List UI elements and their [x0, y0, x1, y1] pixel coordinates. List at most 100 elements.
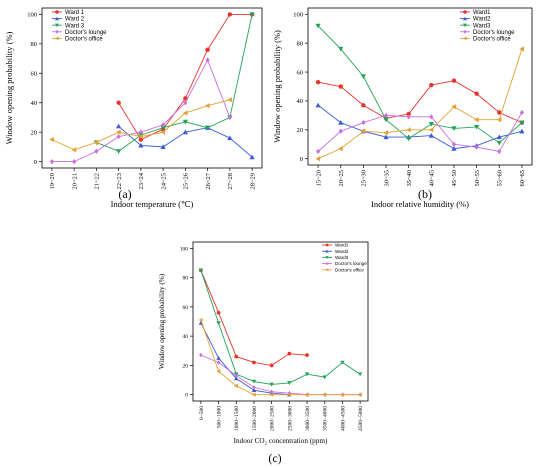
data-point [183, 96, 188, 101]
data-point [198, 268, 204, 273]
x-tick-label: 3500~4000 [323, 406, 329, 431]
data-point [305, 353, 309, 358]
y-tick-label: 0 [34, 159, 37, 166]
panel-label: (a) [118, 187, 131, 201]
data-point [160, 129, 166, 135]
legend-marker [325, 262, 329, 266]
legend-marker [463, 16, 467, 21]
legend-marker [325, 249, 329, 253]
series-doctor-s-lounge [316, 109, 524, 155]
data-point [234, 373, 239, 378]
data-point [227, 12, 233, 17]
data-point [249, 12, 255, 17]
data-point [304, 372, 310, 377]
data-point [496, 117, 502, 123]
legend-marker [463, 29, 467, 34]
data-point [315, 79, 321, 85]
legend-label: Ward3 [473, 23, 491, 29]
series-line [317, 48, 523, 160]
data-point [252, 385, 256, 390]
data-point [451, 126, 457, 131]
data-point [234, 383, 239, 389]
y-tick-label: 40 [31, 100, 38, 107]
chart-panel-1: 0 20 40 60 80 100 19~20 20~21 21~22 22~23 23~24 24~… [4, 7, 263, 209]
x-tick-label: 22~23 [116, 173, 123, 190]
y-tick-label: 0 [185, 393, 188, 399]
data-point [116, 149, 122, 154]
data-point [116, 129, 121, 135]
data-point [216, 355, 221, 360]
data-point [496, 140, 502, 146]
data-point [216, 360, 221, 365]
data-point [49, 159, 54, 165]
data-point [182, 110, 188, 116]
data-point [519, 109, 524, 116]
legend-label: Doctor's lounge [335, 261, 367, 266]
legend-marker [55, 10, 59, 14]
series-line [200, 322, 290, 396]
series-ward3 [198, 268, 363, 387]
data-point [451, 78, 457, 83]
y-tick-label: 20 [297, 127, 304, 134]
data-point [205, 103, 210, 109]
data-point [183, 100, 188, 106]
x-tick-label: 20~21 [71, 173, 78, 190]
data-point [269, 392, 274, 397]
series-ward1 [315, 78, 525, 125]
legend-label: Ward 3 [65, 23, 85, 29]
data-point [227, 114, 232, 121]
series-line [51, 99, 230, 151]
data-point [406, 114, 411, 120]
data-point [474, 124, 480, 130]
data-point [315, 23, 321, 29]
series-line [200, 354, 361, 396]
data-point [234, 376, 239, 381]
legend-label: Ward 1 [65, 10, 85, 16]
y-tick-label: 20 [31, 129, 38, 136]
x-tick-label: 25~30 [361, 170, 368, 187]
x-tick-label: 25~26 [183, 172, 190, 189]
data-point [205, 47, 210, 52]
data-point [138, 142, 144, 148]
data-point [205, 125, 211, 131]
data-point [383, 112, 389, 118]
data-point [315, 156, 321, 162]
data-point [287, 351, 292, 356]
data-point [94, 148, 99, 154]
data-point [496, 134, 502, 140]
legend-marker [463, 36, 467, 41]
y-axis-title: Window opening probability (%) [272, 30, 282, 143]
x-tick-label: 50~55 [474, 170, 481, 187]
data-point [269, 389, 274, 394]
data-point [251, 392, 256, 397]
data-point [93, 139, 99, 146]
series-ward3 [315, 23, 525, 146]
data-point [304, 392, 309, 397]
x-tick-label: 45~50 [451, 170, 458, 187]
data-point [216, 321, 221, 326]
x-axis-title: Indoor temperature (℃) [111, 199, 194, 209]
data-point [383, 117, 389, 123]
y-tick-label: 80 [297, 40, 304, 47]
data-point [451, 104, 457, 110]
data-point [138, 129, 143, 135]
data-point [182, 129, 188, 135]
data-point [383, 134, 389, 140]
data-point [49, 136, 54, 143]
data-point [227, 97, 232, 103]
legend-marker [325, 243, 329, 247]
data-point [428, 127, 434, 133]
data-point [249, 154, 255, 160]
series-doctor-s-office [49, 97, 232, 153]
legend-label: Ward1 [335, 243, 349, 248]
y-tick-label: 60 [183, 305, 189, 311]
x-tick-label: 26~27 [205, 172, 212, 189]
x-tick-label: 2500~3000 [287, 406, 293, 431]
x-tick-label: 15~20 [315, 170, 322, 187]
x-tick-label: 35~40 [406, 170, 413, 187]
x-axis-title: Indoor relative humidity (%) [371, 199, 469, 209]
legend-label: Doctor's lounge [65, 30, 107, 36]
data-point [357, 372, 363, 377]
legend-marker [55, 29, 59, 34]
data-point [360, 74, 366, 79]
